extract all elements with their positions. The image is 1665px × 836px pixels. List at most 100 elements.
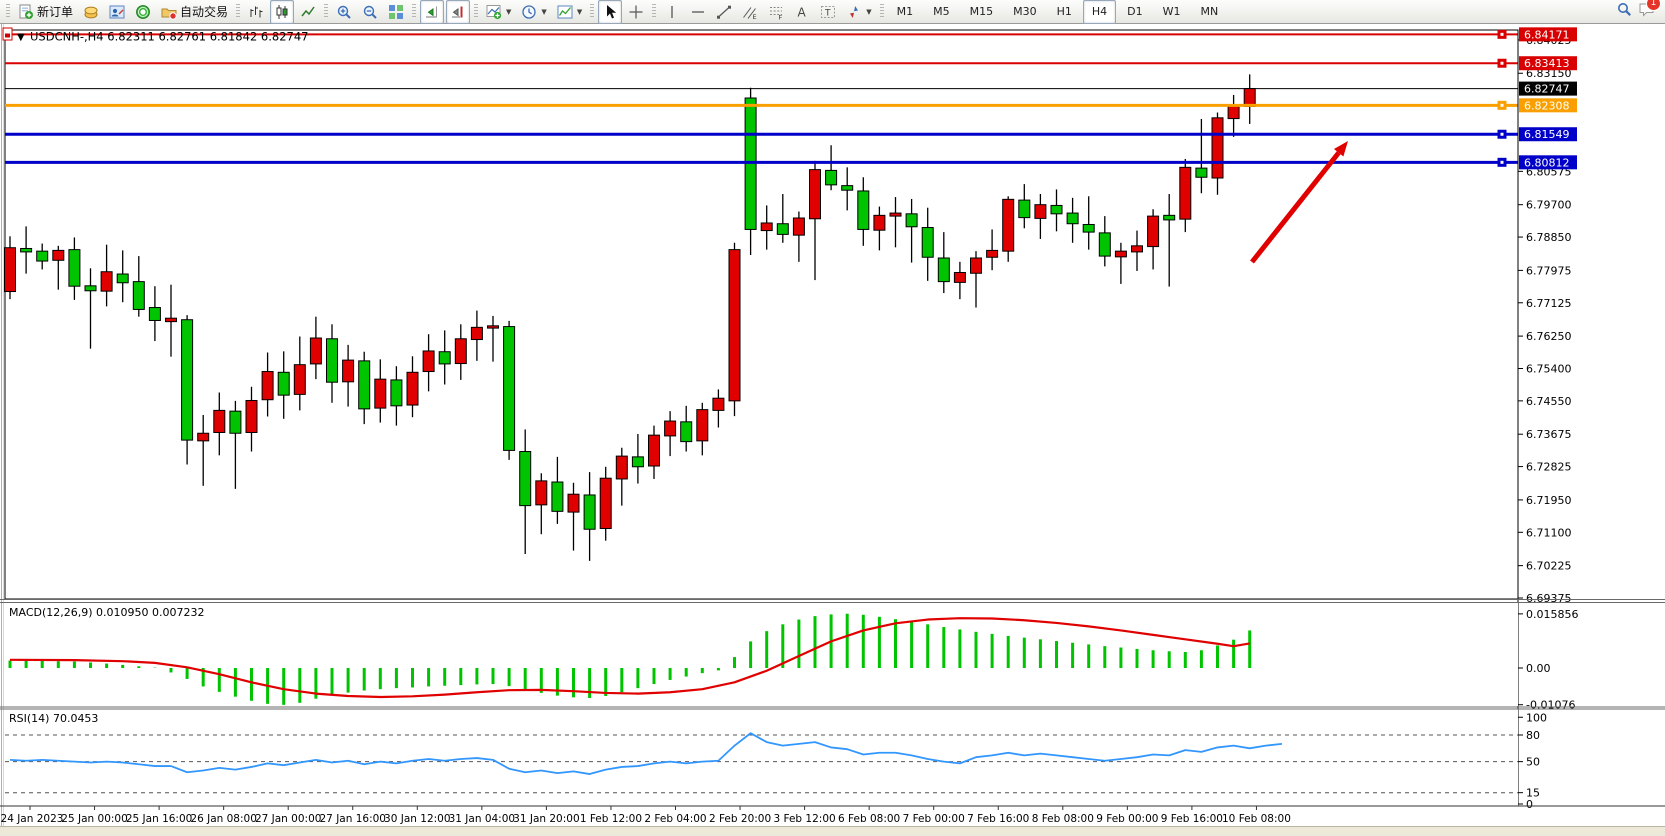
toolbar-group-handle[interactable] [590,4,595,19]
trendline-button[interactable] [712,0,736,24]
new-order-icon [18,4,34,20]
horizontal-line-object[interactable] [5,100,1518,110]
tf-mn-button[interactable]: MN [1192,0,1228,24]
periods-button[interactable]: ▼ [517,0,550,24]
candlestick [181,315,194,465]
tile-windows-icon [388,4,404,20]
candle-body-up [889,212,902,217]
tf-m5-button[interactable]: M5 [924,0,959,24]
candlestick [132,256,145,317]
candlestick [953,261,966,300]
chart-title: USDCNH-,H4 6.82311 6.82761 6.81842 6.827… [30,30,308,44]
toolbar-group-handle[interactable] [324,4,329,19]
candle-body-up [197,432,210,442]
candle-body-down [84,285,97,292]
candle-body-up [664,420,677,437]
price-axis[interactable]: 6.840256.831506.805756.797006.788506.779… [1517,24,1665,826]
pane-splitter[interactable] [0,599,1665,603]
tf-w1-button[interactable]: W1 [1154,0,1190,24]
price-badge-label: 6.83413 [1524,57,1570,70]
candle-body-down [229,410,242,434]
horizontal-line-object[interactable] [5,29,1518,39]
candlestick [309,316,322,380]
main-price-pane[interactable]: ▼ USDCNH-,H4 6.82311 6.82761 6.81842 6.82… [2,27,1519,600]
dropdown-caret-icon[interactable]: ▼ [506,7,512,16]
templates-button[interactable]: ▼ [553,0,586,24]
indicators-button[interactable]: ▼ [482,0,515,24]
trend-arrow-object[interactable] [1250,141,1348,264]
chart-window[interactable]: ▼ USDCNH-,H4 6.82311 6.82761 6.81842 6.82… [0,24,1665,826]
candlestick [390,366,403,426]
dropdown-caret-icon[interactable]: ▼ [576,7,583,16]
toolbar-group-handle[interactable] [6,4,10,19]
rsi-panel[interactable]: RSI(14) 70.0453 [5,709,1518,807]
tile-windows-button[interactable] [384,0,408,24]
toolbar-group-handle[interactable] [236,4,241,19]
tf-h4-button[interactable]: H4 [1082,0,1117,24]
data-window-button[interactable] [105,0,129,24]
rsi-axis-label: 100 [1526,711,1547,724]
price-badge: 6.81549 [1519,127,1577,142]
horizontal-line-button[interactable] [686,0,710,24]
auto-trading-button[interactable]: 自动交易 [157,0,232,24]
candlestick-button[interactable] [270,0,295,24]
candle-body-up [4,247,16,293]
chart-shift-button[interactable] [446,0,471,24]
web-request-button[interactable] [131,0,155,24]
tf-h1-button[interactable]: H1 [1048,0,1081,24]
search-button[interactable] [1616,1,1632,22]
horizontal-line-object[interactable] [5,58,1518,68]
price-tick-label: 6.75400 [1526,362,1572,375]
candle-body-up [567,493,580,513]
candlestick [921,207,934,281]
macd-axis-label: 0.00 [1526,662,1551,675]
candle-body-up [1179,166,1192,220]
crosshair-button[interactable] [624,0,648,24]
text-label-button[interactable]: T [816,0,840,24]
line-chart-button[interactable] [296,0,320,24]
candle-body-up [309,337,322,365]
price-badge: 6.82308 [1519,98,1577,113]
equidistant-channel-button[interactable]: E [738,0,762,24]
tf-m30-button[interactable]: M30 [1004,0,1046,24]
candle-body-up [1147,215,1160,248]
price-badge: 6.84171 [1519,27,1577,42]
toolbar-group-handle[interactable] [412,4,417,19]
rsi-plot-area[interactable] [5,709,1518,807]
cursor-button[interactable] [598,0,623,24]
new-order-button[interactable]: 新订单 [14,0,77,24]
bar-chart-button[interactable] [244,0,268,24]
market-watch-button[interactable] [79,0,103,24]
tf-mn-button-label: MN [1200,5,1219,18]
tf-d1-button[interactable]: D1 [1118,0,1151,24]
text-button[interactable]: A [790,0,814,24]
svg-text:F: F [779,13,783,20]
zoom-in-button[interactable] [332,0,356,24]
candle-body-up [342,359,355,383]
tf-m15-button[interactable]: M15 [961,0,1003,24]
zoom-out-button[interactable] [358,0,382,24]
dropdown-caret-icon[interactable]: ▼ [866,7,872,16]
macd-plot-area[interactable] [5,603,1518,706]
toolbar-group-handle[interactable] [879,4,884,19]
vertical-line-button[interactable] [660,0,684,24]
auto-scroll-button[interactable] [420,0,445,24]
horizontal-line-object[interactable] [5,129,1518,139]
macd-panel[interactable]: MACD(12,26,9) 0.010950 0.007232 [5,603,1518,706]
fibonacci-button[interactable]: F [764,0,788,24]
pane-splitter[interactable] [0,706,1665,710]
notifications-button[interactable]: 1 [1638,0,1661,22]
horizontal-line-object[interactable] [5,157,1518,167]
candlestick [406,356,419,418]
candlestick [148,286,161,342]
toolbar-group-handle[interactable] [652,4,657,19]
candlestick [551,456,564,524]
toolbar-group-handle[interactable] [474,4,479,19]
price-plot-area[interactable] [4,29,1519,600]
dropdown-caret-icon[interactable]: ▼ [541,7,547,16]
tf-m1-button[interactable]: M1 [888,0,923,24]
chart-collapse-icon[interactable]: ▼ [17,32,25,43]
candlestick [615,447,628,506]
arrows-button[interactable]: ▼ [842,0,875,24]
